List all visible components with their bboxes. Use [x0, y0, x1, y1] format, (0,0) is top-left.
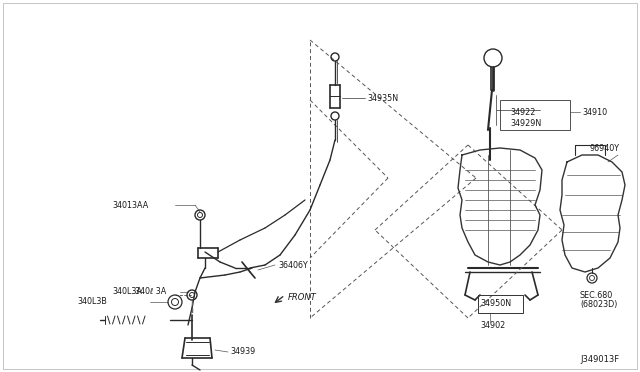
Text: FRONT: FRONT	[288, 294, 317, 302]
Text: 34939: 34939	[230, 347, 255, 356]
Text: 96940Y: 96940Y	[590, 144, 620, 153]
Text: (68023D): (68023D)	[580, 301, 618, 310]
Text: 34922: 34922	[510, 108, 536, 116]
Text: 36406Y: 36406Y	[278, 260, 308, 269]
Text: 340L3B: 340L3B	[77, 298, 107, 307]
Text: 34929N: 34929N	[510, 119, 541, 128]
Text: SEC.680: SEC.680	[580, 291, 613, 299]
Text: 340ℓ 3A: 340ℓ 3A	[135, 288, 166, 296]
Text: 34910: 34910	[582, 108, 607, 116]
Text: J349013F: J349013F	[581, 356, 620, 365]
Text: 34935N: 34935N	[367, 93, 398, 103]
Text: 34902: 34902	[480, 321, 505, 330]
Bar	[478, 295, 523, 313]
Text: 340L3A: 340L3A	[112, 288, 142, 296]
Text: 34950N: 34950N	[480, 299, 511, 308]
Bar	[500, 100, 570, 130]
Text: 34013AA: 34013AA	[112, 201, 148, 209]
